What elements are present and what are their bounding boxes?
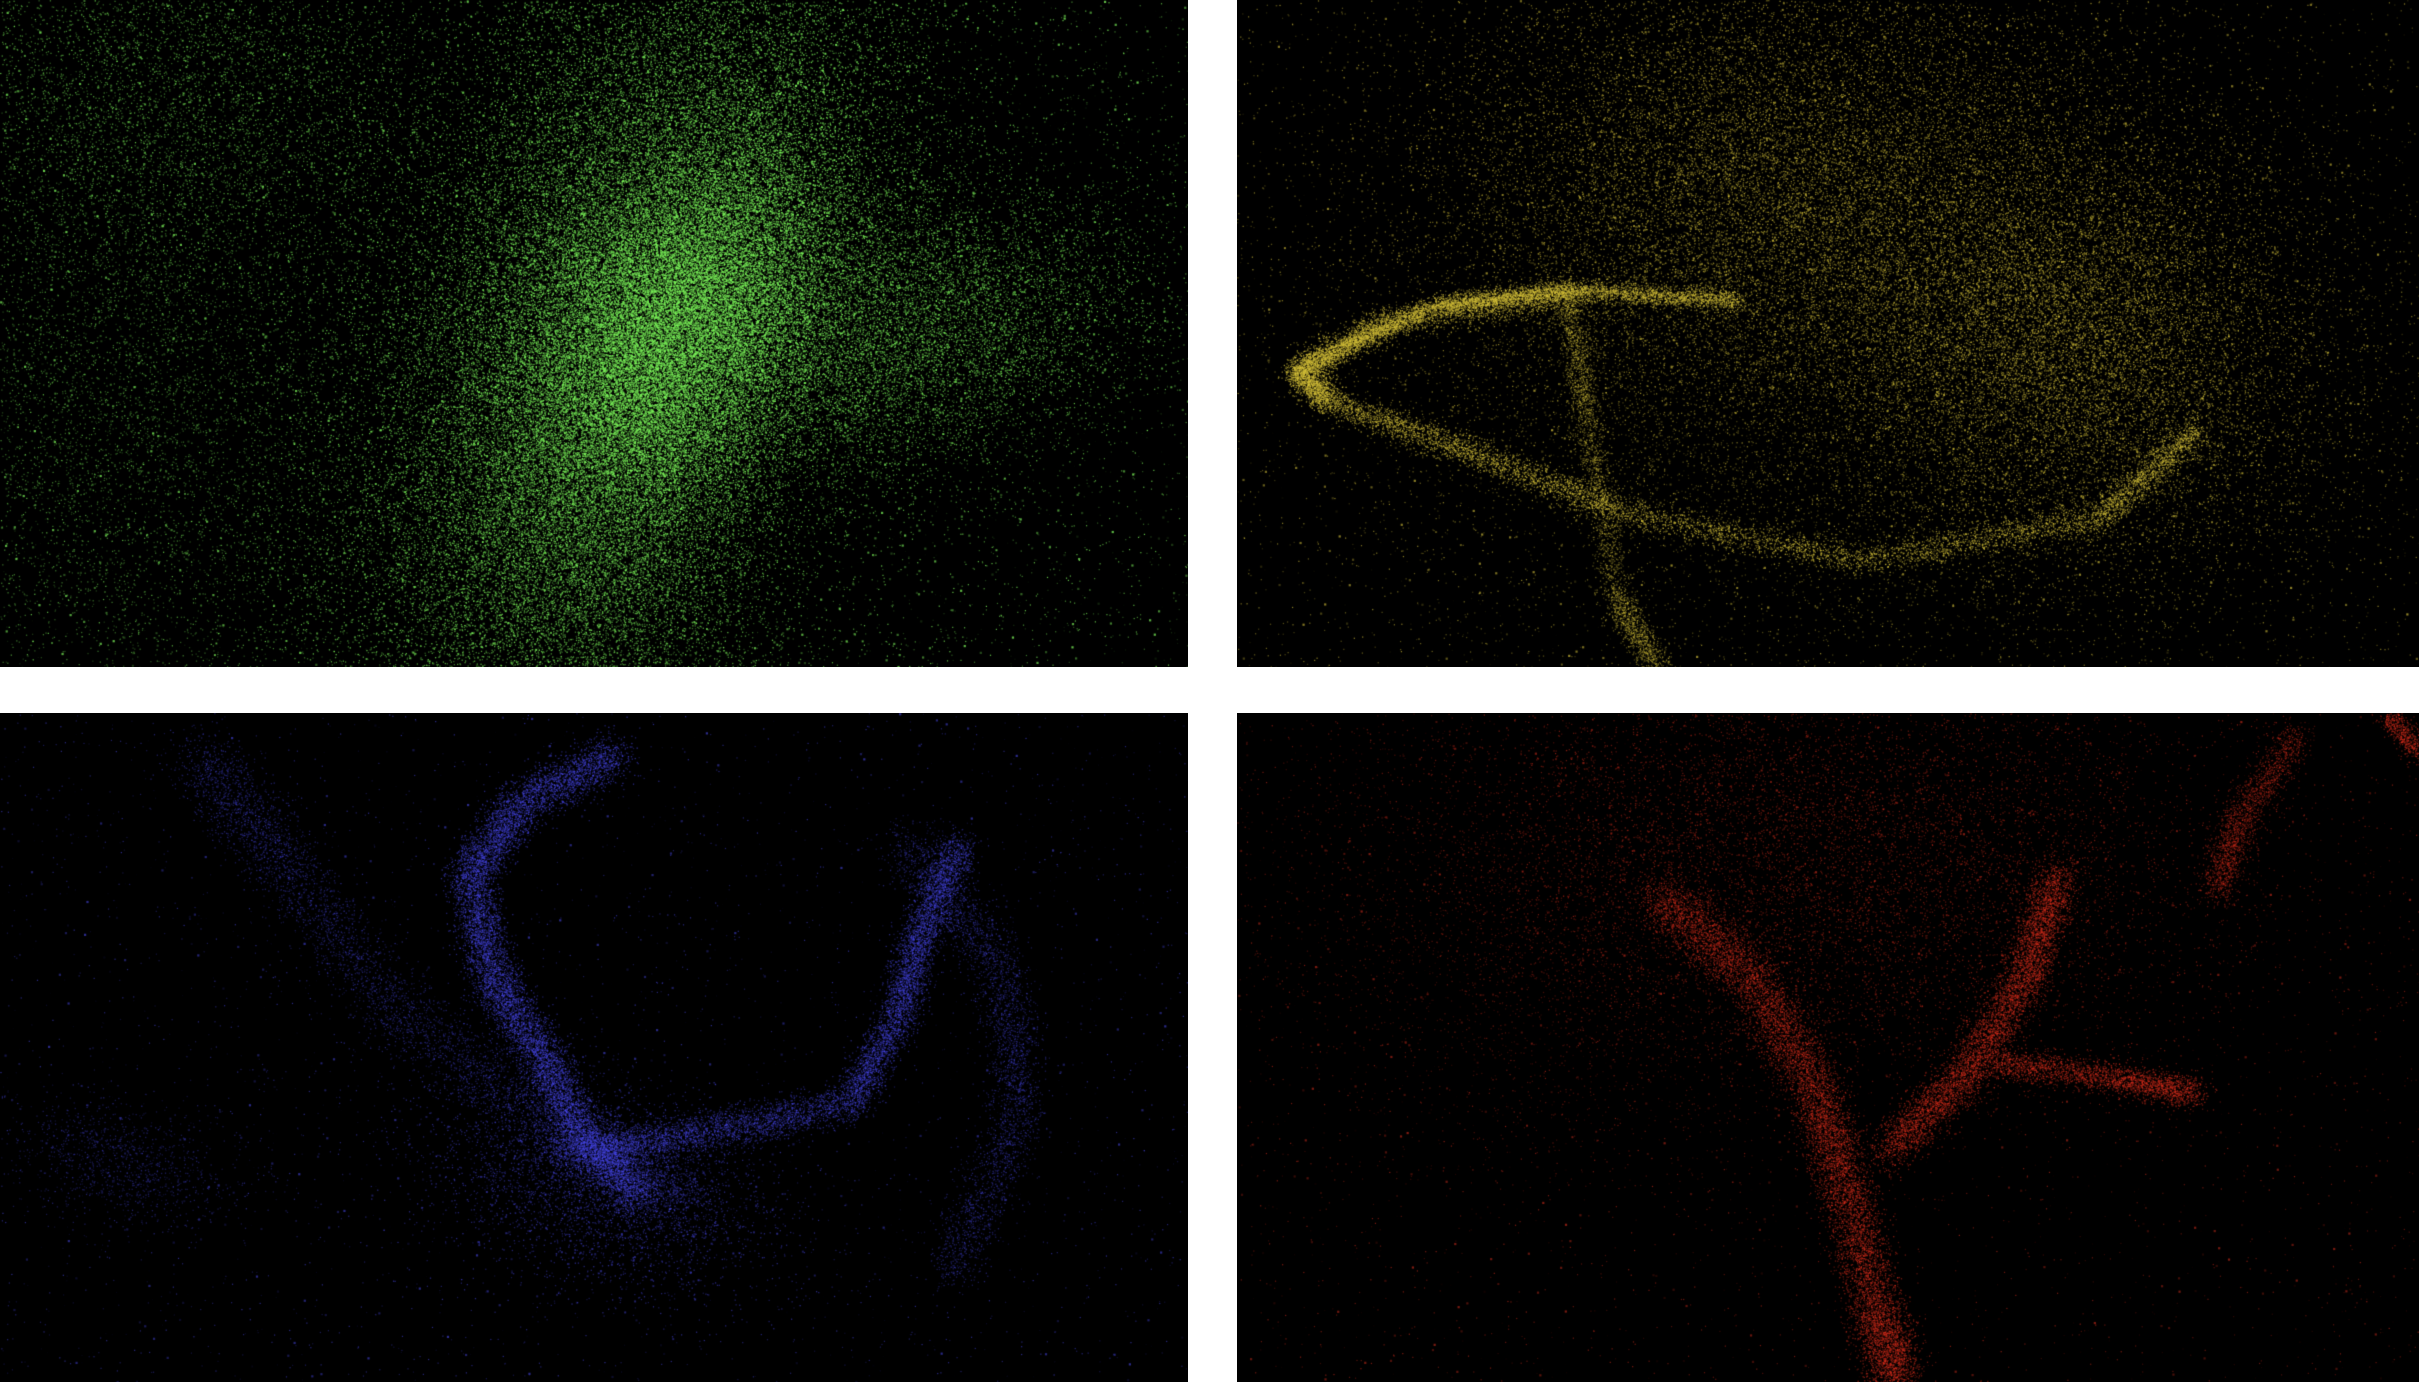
blue-particle-panel [0,713,1188,1382]
yellow-particle-field [1237,0,2419,667]
blue-particle-field [0,713,1188,1382]
red-particle-field [1237,713,2419,1382]
red-particle-panel [1237,713,2419,1382]
green-particle-panel [0,0,1188,667]
yellow-particle-panel [1237,0,2419,667]
green-particle-field [0,0,1188,667]
